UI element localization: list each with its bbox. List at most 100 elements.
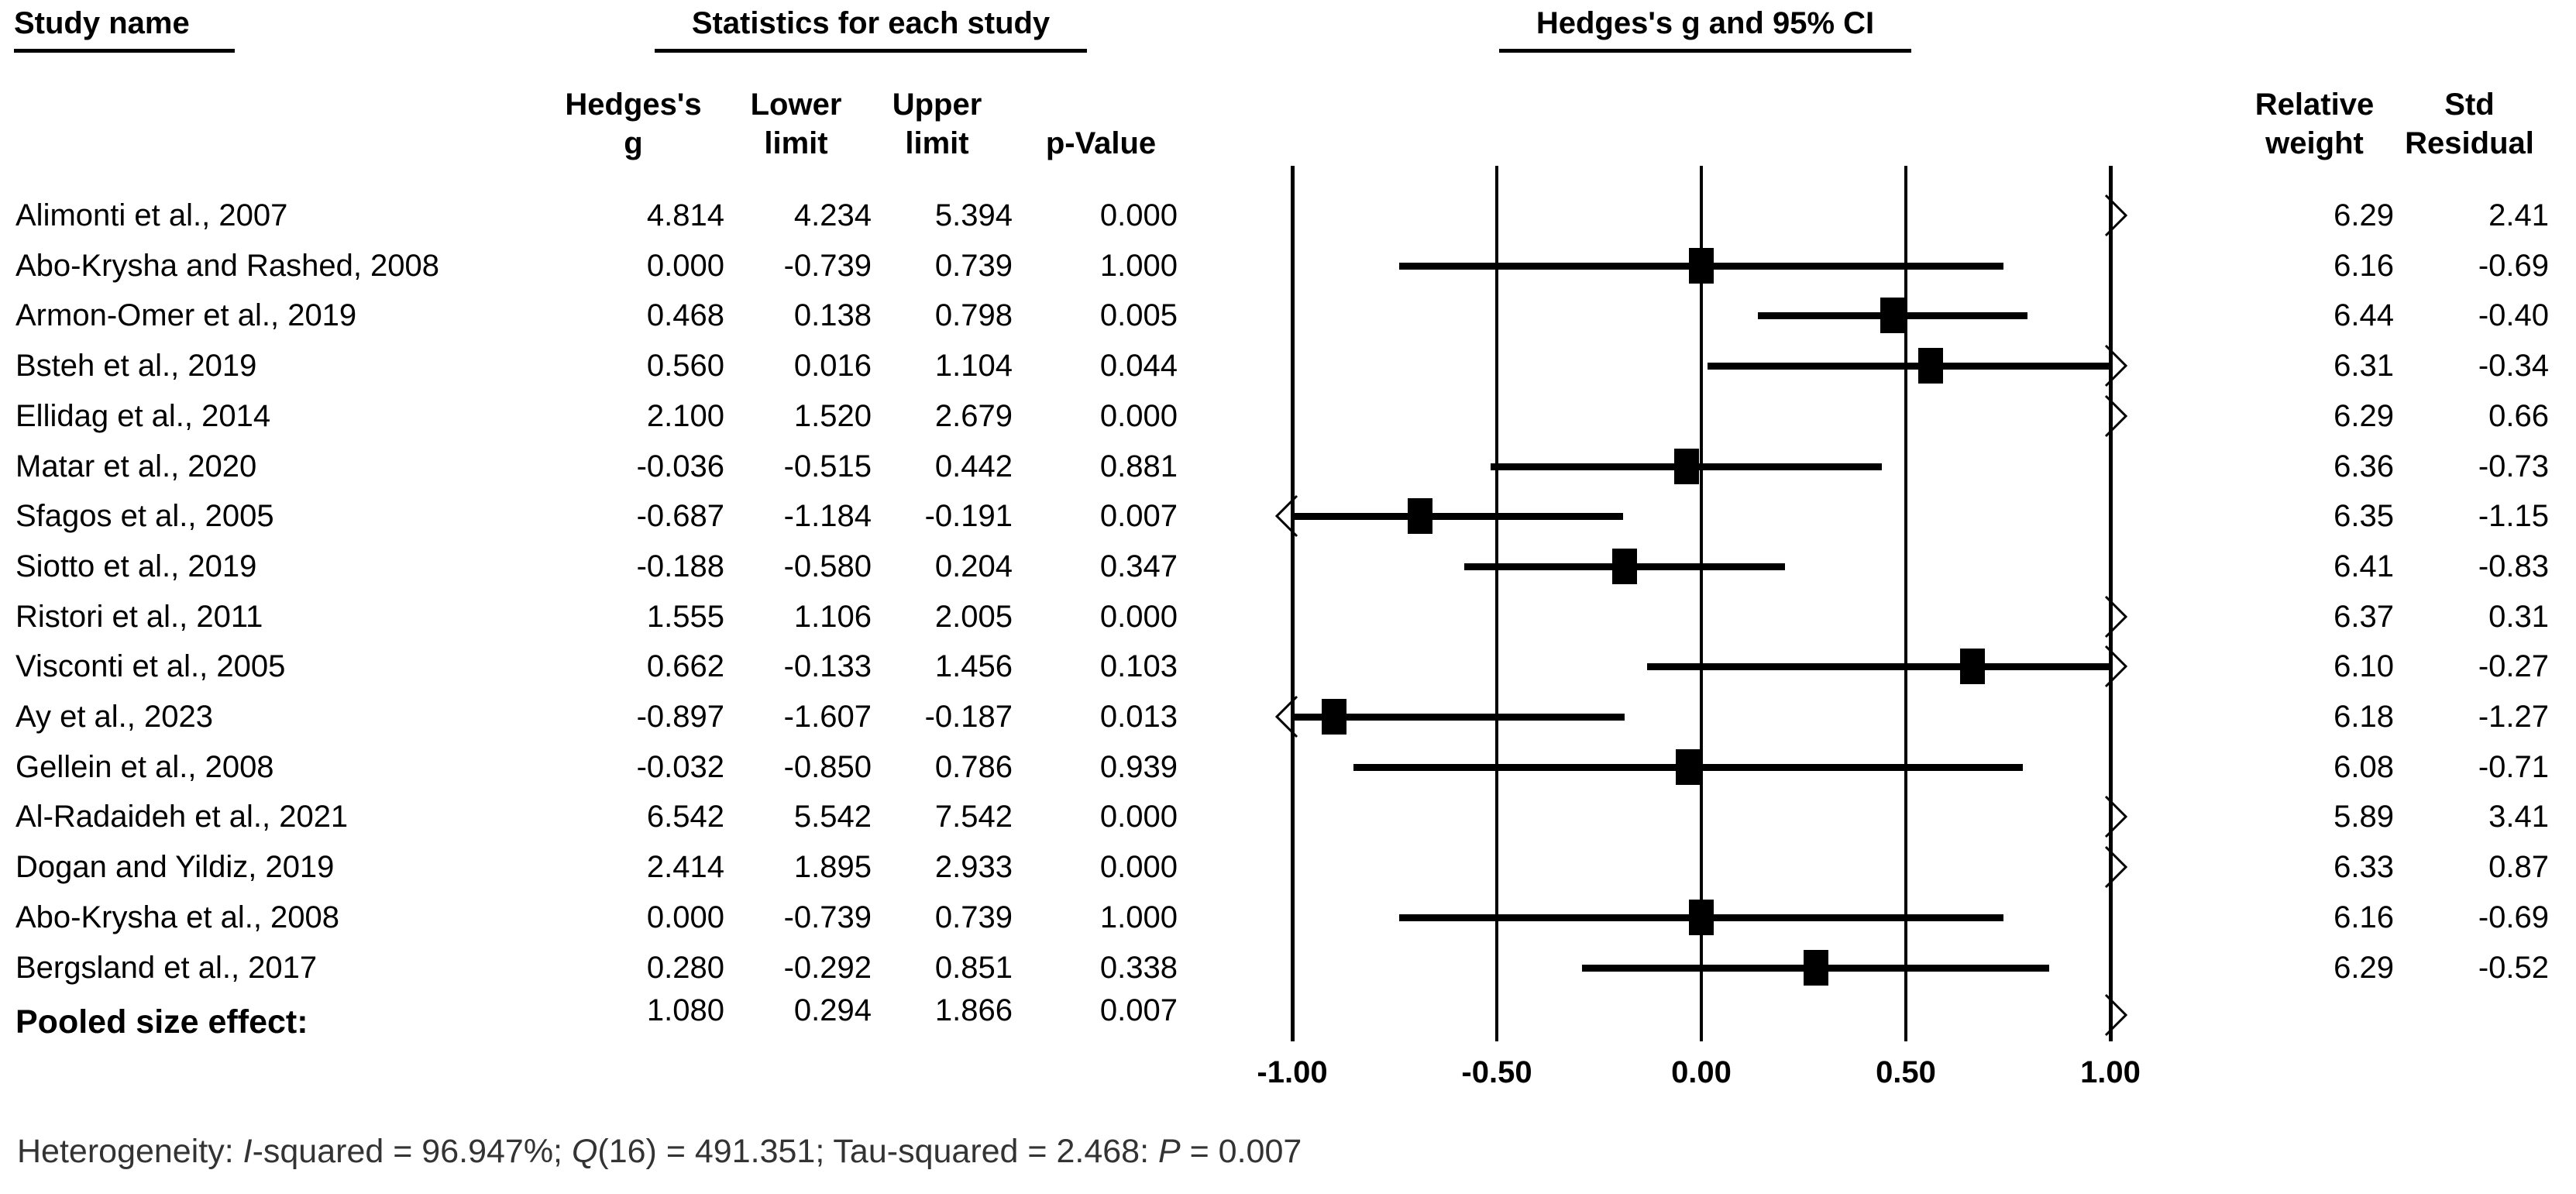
relative-weight-cell: 6.18 bbox=[2334, 700, 2394, 734]
lower-limit-cell: 5.542 bbox=[793, 800, 872, 834]
std-residual-cell: -0.52 bbox=[2478, 951, 2549, 985]
axis-gridline bbox=[1495, 166, 1498, 1041]
lower-limit-cell: -1.184 bbox=[783, 499, 872, 533]
study-name-header: Study name bbox=[14, 6, 235, 53]
std-residual-cell: 0.31 bbox=[2488, 600, 2549, 634]
lower-limit-cell: -0.580 bbox=[783, 549, 872, 583]
relative-weight-cell: 6.10 bbox=[2334, 649, 2394, 683]
lower-limit-cell: 0.138 bbox=[793, 298, 872, 332]
relative-weight-cell: 6.16 bbox=[2334, 900, 2394, 934]
footnote-segment: (16) = 491.351; Tau-squared = 2.468: bbox=[597, 1133, 1158, 1170]
effect-square bbox=[1689, 248, 1714, 284]
axis-gridline bbox=[1700, 166, 1703, 1041]
hedges-g-column-header: Hedges's g bbox=[542, 85, 724, 163]
lower-limit-cell: -0.292 bbox=[783, 951, 872, 985]
lower-limit-cell: 1.106 bbox=[793, 600, 872, 634]
offscale-arrow-right-icon bbox=[2103, 990, 2131, 1040]
std-residual-cell: 0.66 bbox=[2488, 399, 2549, 433]
offscale-arrow-right-icon bbox=[2103, 341, 2131, 391]
hedges-g-cell: 4.814 bbox=[646, 198, 724, 232]
upper-limit-header-line1: Upper bbox=[892, 88, 982, 122]
effect-square bbox=[1674, 449, 1699, 484]
p-value-cell: 0.044 bbox=[1099, 349, 1178, 383]
lower-limit-cell: 1.520 bbox=[793, 399, 872, 433]
offscale-arrow-right-icon bbox=[2103, 391, 2131, 441]
upper-limit-cell: 2.005 bbox=[934, 600, 1013, 634]
hedges-g-cell: -0.897 bbox=[636, 700, 724, 734]
relative-weight-cell: 5.89 bbox=[2334, 800, 2394, 834]
offscale-arrow-left-icon bbox=[1272, 491, 1300, 541]
lower-limit-header-line2: limit bbox=[764, 126, 828, 160]
upper-limit-cell: 0.204 bbox=[934, 549, 1013, 583]
relative-weight-cell: 6.37 bbox=[2334, 600, 2394, 634]
offscale-arrow-right-icon bbox=[2103, 792, 2131, 841]
upper-limit-cell: 0.786 bbox=[934, 750, 1013, 784]
std-residual-cell: -0.69 bbox=[2478, 249, 2549, 283]
footnote-segment: Heterogeneity: bbox=[17, 1133, 243, 1170]
upper-limit-cell: 0.851 bbox=[934, 951, 1013, 985]
lower-limit-cell: -0.133 bbox=[783, 649, 872, 683]
study-name-cell: Ellidag et al., 2014 bbox=[15, 399, 271, 433]
effect-square bbox=[1322, 699, 1346, 735]
study-name-cell: Sfagos et al., 2005 bbox=[15, 499, 274, 533]
study-name-cell: Ristori et al., 2011 bbox=[15, 600, 263, 634]
effect-square bbox=[1612, 549, 1637, 584]
p-value-cell: 0.338 bbox=[1099, 951, 1178, 985]
lower-limit-cell: 4.234 bbox=[793, 198, 872, 232]
upper-limit-cell: -0.187 bbox=[924, 700, 1013, 734]
pooled-lower-limit-cell: 0.294 bbox=[793, 993, 872, 1027]
relative-weight-cell: 6.29 bbox=[2334, 951, 2394, 985]
pooled-hedges-g-cell: 1.080 bbox=[646, 993, 724, 1027]
hedges-g-cell: 1.555 bbox=[646, 600, 724, 634]
p-value-cell: 0.347 bbox=[1099, 549, 1178, 583]
relative-weight-column-header: Relative weight bbox=[2235, 85, 2394, 163]
hedges-g-cell: 6.542 bbox=[646, 800, 724, 834]
study-name-cell: Gellein et al., 2008 bbox=[15, 750, 274, 784]
std-residual-cell: 0.87 bbox=[2488, 850, 2549, 884]
pooled-size-effect-label: Pooled size effect: bbox=[15, 1003, 308, 1041]
relative-weight-header-line2: weight bbox=[2265, 126, 2364, 160]
relative-weight-cell: 6.35 bbox=[2334, 499, 2394, 533]
lower-limit-cell: 1.895 bbox=[793, 850, 872, 884]
plot-title-header: Hedges's g and 95% CI bbox=[1499, 6, 1911, 53]
effect-square bbox=[1676, 749, 1701, 785]
std-residual-cell: -0.27 bbox=[2478, 649, 2549, 683]
p-value-cell: 0.000 bbox=[1099, 850, 1178, 884]
offscale-arrow-left-icon bbox=[1272, 692, 1300, 742]
std-residual-cell: -0.71 bbox=[2478, 750, 2549, 784]
upper-limit-cell: 1.456 bbox=[934, 649, 1013, 683]
relative-weight-cell: 6.16 bbox=[2334, 249, 2394, 283]
offscale-arrow-right-icon bbox=[2103, 592, 2131, 642]
p-value-cell: 0.881 bbox=[1099, 449, 1178, 483]
p-value-cell: 0.000 bbox=[1099, 198, 1178, 232]
axis-tick-label: 0.00 bbox=[1671, 1055, 1732, 1089]
relative-weight-cell: 6.31 bbox=[2334, 349, 2394, 383]
hedges-g-cell: -0.036 bbox=[636, 449, 724, 483]
std-residual-cell: -0.69 bbox=[2478, 900, 2549, 934]
lower-limit-cell: -0.739 bbox=[783, 249, 872, 283]
hedges-g-header-line1: Hedges's bbox=[565, 88, 702, 122]
p-value-column-header: p-Value bbox=[1045, 126, 1157, 160]
upper-limit-cell: -0.191 bbox=[924, 499, 1013, 533]
p-value-cell: 0.000 bbox=[1099, 399, 1178, 433]
relative-weight-cell: 6.29 bbox=[2334, 399, 2394, 433]
lower-limit-column-header: Lower limit bbox=[721, 85, 872, 163]
lower-limit-cell: -1.607 bbox=[783, 700, 872, 734]
study-name-cell: Abo-Krysha and Rashed, 2008 bbox=[15, 249, 440, 283]
hedges-g-cell: 0.280 bbox=[646, 951, 724, 985]
offscale-arrow-right-icon bbox=[2103, 191, 2131, 240]
offscale-arrow-right-icon bbox=[2103, 642, 2131, 691]
hedges-g-cell: -0.188 bbox=[636, 549, 724, 583]
p-value-cell: 0.007 bbox=[1099, 499, 1178, 533]
p-value-cell: 1.000 bbox=[1099, 249, 1178, 283]
upper-limit-column-header: Upper limit bbox=[862, 85, 1013, 163]
study-name-cell: Alimonti et al., 2007 bbox=[15, 198, 288, 232]
relative-weight-cell: 6.33 bbox=[2334, 850, 2394, 884]
study-name-cell: Visconti et al., 2005 bbox=[15, 649, 286, 683]
p-value-cell: 0.013 bbox=[1099, 700, 1178, 734]
lower-limit-cell: 0.016 bbox=[793, 349, 872, 383]
ci-whisker bbox=[1292, 513, 1623, 520]
std-residual-cell: -1.27 bbox=[2478, 700, 2549, 734]
ci-whisker bbox=[1292, 714, 1625, 721]
offscale-arrow-right-icon bbox=[2103, 842, 2131, 892]
